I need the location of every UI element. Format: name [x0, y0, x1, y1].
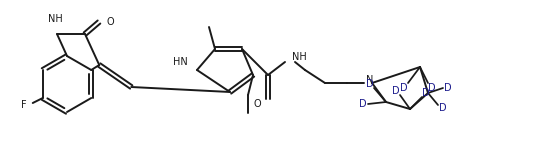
- Text: F: F: [21, 100, 27, 110]
- Text: NH: NH: [292, 52, 307, 62]
- Text: D: D: [366, 79, 374, 89]
- Text: O: O: [106, 17, 113, 27]
- Text: D: D: [422, 88, 430, 98]
- Text: N: N: [366, 75, 373, 85]
- Text: D: D: [439, 103, 447, 113]
- Text: D: D: [400, 83, 408, 93]
- Text: O: O: [253, 99, 261, 109]
- Text: D: D: [359, 99, 367, 109]
- Text: NH: NH: [48, 14, 63, 24]
- Text: D: D: [444, 83, 452, 93]
- Text: D: D: [392, 86, 400, 96]
- Text: D: D: [428, 83, 436, 93]
- Text: HN: HN: [173, 57, 188, 67]
